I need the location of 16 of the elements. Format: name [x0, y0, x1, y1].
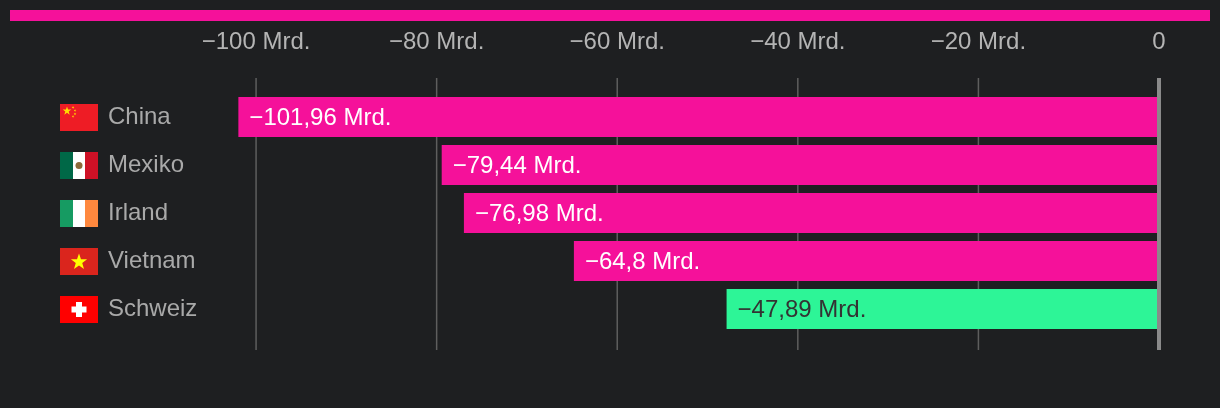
data-label: −64,8 Mrd.	[584, 246, 701, 274]
x-tick-label: −80 Mrd.	[388, 27, 485, 55]
data-label: −76,98 Mrd.	[474, 198, 604, 226]
x-tick-label: −40 Mrd.	[750, 27, 846, 55]
y-tick-label: Irland	[108, 197, 169, 225]
x-tick-label: −100 Mrd.	[201, 27, 311, 55]
x-tick-label: 0	[1152, 27, 1166, 55]
x-tick-label: −20 Mrd.	[930, 27, 1027, 55]
data-label: −101,96 Mrd.	[249, 102, 392, 130]
x-tick-label: −60 Mrd.	[569, 27, 665, 55]
y-tick-label: Schweiz	[108, 293, 198, 321]
data-label: −47,89 Mrd.	[737, 294, 867, 322]
y-tick-label: China	[108, 101, 172, 129]
y-tick-label: Vietnam	[108, 245, 196, 273]
y-tick-label: Mexiko	[108, 149, 185, 177]
data-label: −79,44 Mrd.	[452, 150, 582, 178]
